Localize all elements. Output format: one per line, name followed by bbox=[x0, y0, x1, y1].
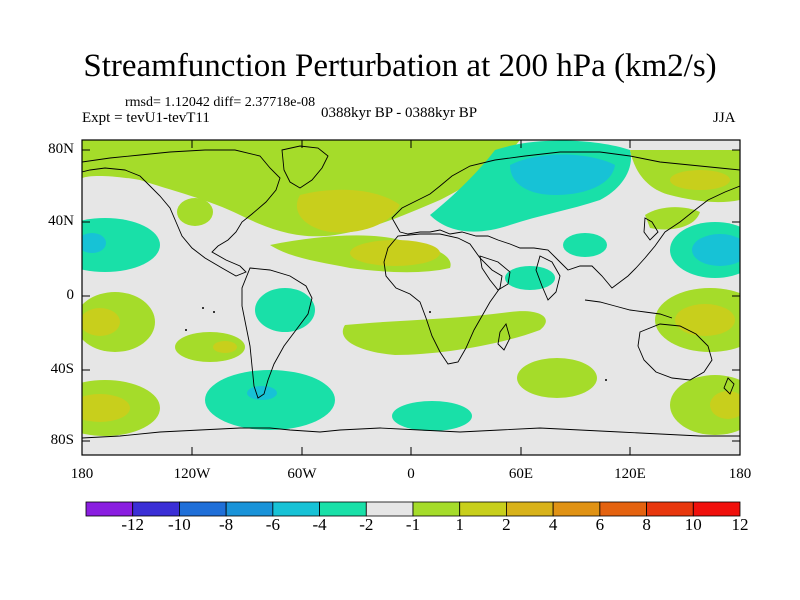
lon-label: 180 bbox=[70, 466, 94, 482]
coastline-eurasia bbox=[399, 185, 740, 289]
colorbar-swatch bbox=[646, 501, 694, 517]
field-patch-positive bbox=[296, 189, 400, 233]
lat-label: 40S bbox=[50, 361, 74, 377]
colorbar-swatch bbox=[412, 501, 461, 517]
lat-label: 80S bbox=[50, 432, 74, 448]
field-patch-positive bbox=[342, 311, 546, 355]
field-patch-positive bbox=[675, 304, 735, 336]
colorbar-label: -2 bbox=[359, 515, 374, 534]
coastline-north-america bbox=[82, 149, 281, 277]
field-patch-negative bbox=[82, 233, 106, 253]
colorbar-swatch bbox=[179, 501, 227, 517]
colorbar-swatch bbox=[319, 501, 367, 517]
colorbar-swatch bbox=[599, 501, 647, 517]
lat-label: 80N bbox=[48, 141, 74, 157]
coastline-africa bbox=[383, 233, 503, 365]
field-patch-positive bbox=[670, 375, 740, 435]
field-patch-negative bbox=[563, 233, 607, 257]
lon-label: 60W bbox=[287, 466, 317, 482]
field-patch-negative bbox=[247, 386, 277, 400]
field-patch-positive bbox=[710, 391, 740, 419]
coastline-antarctica bbox=[82, 427, 740, 439]
colorbar-label: 8 bbox=[642, 515, 651, 534]
field-patch-positive bbox=[82, 140, 520, 237]
colorbar-swatch bbox=[365, 501, 414, 517]
colorbar-label: -6 bbox=[265, 515, 280, 534]
field-patch-positive bbox=[517, 358, 597, 398]
field-patch-negative bbox=[510, 154, 615, 195]
coastline-india bbox=[535, 255, 561, 301]
colorbar-swatch bbox=[692, 501, 741, 517]
coastline-madagascar bbox=[497, 323, 511, 351]
colorbar-label: 12 bbox=[731, 515, 749, 534]
small-markers bbox=[185, 307, 607, 381]
colorbar-swatch bbox=[132, 501, 180, 517]
colorbar-label: 6 bbox=[595, 515, 605, 534]
field-patch-negative bbox=[692, 234, 740, 266]
coastline-greenland bbox=[281, 145, 329, 189]
lat-label: 40N bbox=[48, 213, 74, 229]
colorbar-swatch bbox=[272, 501, 320, 517]
field-patch-positive bbox=[82, 394, 130, 422]
colorbar-label: 4 bbox=[548, 515, 558, 534]
coastline-south-america bbox=[241, 267, 313, 399]
season-label: JJA bbox=[713, 110, 736, 126]
colorbar-label: -1 bbox=[405, 515, 421, 534]
field-patch-positive bbox=[82, 308, 120, 336]
field-patch-negative bbox=[255, 288, 315, 332]
rmsd-stats: rmsd= 1.12042 diff= 2.37718e-08 bbox=[125, 95, 316, 110]
field-patch-positive bbox=[213, 341, 237, 353]
colorbar-swatch bbox=[85, 501, 134, 517]
field-patch-negative bbox=[392, 401, 472, 431]
colorbar-label: -4 bbox=[312, 515, 327, 534]
colorbar-label: -8 bbox=[219, 515, 234, 534]
colorbar-swatch bbox=[552, 501, 601, 517]
lon-label: 180 bbox=[728, 466, 752, 482]
colorbar-swatch bbox=[459, 501, 507, 517]
coastline-arabia bbox=[479, 255, 511, 291]
period-label: 0388kyr BP - 0388kyr BP bbox=[321, 105, 478, 121]
field-patch-negative bbox=[82, 218, 160, 272]
colorbar-label: -10 bbox=[168, 515, 191, 534]
lon-label: 0 bbox=[407, 466, 415, 482]
coastlines bbox=[82, 145, 740, 439]
coastline-japan bbox=[643, 217, 659, 241]
field-patch-positive bbox=[670, 170, 730, 190]
coastline-eurasia bbox=[391, 151, 740, 233]
colorbar-label: 1 bbox=[455, 515, 464, 534]
map-title: Streamfunction Perturbation at 200 hPa (… bbox=[83, 48, 717, 84]
colorbar-label: 10 bbox=[684, 515, 702, 534]
field-patch-negative bbox=[205, 370, 335, 430]
experiment-label: Expt = tevU1-tevT11 bbox=[82, 110, 210, 126]
field-patch-positive bbox=[177, 198, 213, 226]
coastline-australia bbox=[637, 323, 713, 381]
colorbar-label: 2 bbox=[502, 515, 511, 534]
colorbar-swatch bbox=[506, 501, 554, 517]
coastline-new-zealand bbox=[723, 377, 735, 395]
axis-ticks bbox=[81, 140, 741, 455]
field-shading bbox=[82, 140, 740, 436]
field-patch-positive bbox=[350, 240, 440, 266]
field-patch-positive bbox=[645, 207, 700, 230]
field-patch-positive bbox=[175, 332, 245, 362]
lon-label: 120W bbox=[173, 466, 211, 482]
coastline-indonesia bbox=[584, 299, 673, 319]
lon-label: 120E bbox=[614, 466, 646, 482]
colorbar-label: -12 bbox=[121, 515, 145, 534]
lon-label: 60E bbox=[508, 466, 534, 482]
colorbar-swatch bbox=[225, 501, 274, 517]
lat-label: 0 bbox=[66, 287, 75, 303]
field-patch-negative bbox=[505, 266, 555, 290]
colorbar bbox=[85, 501, 741, 517]
